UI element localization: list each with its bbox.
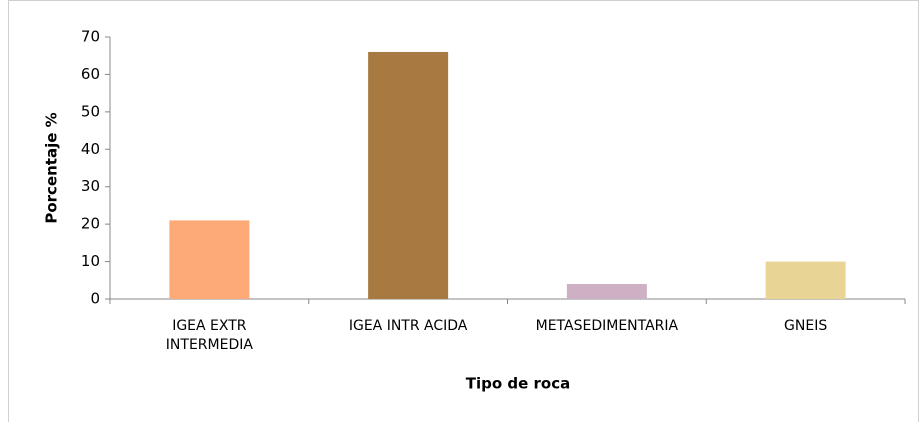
- x-axis-title: Tipo de roca: [466, 375, 571, 393]
- y-tick-label: 70: [81, 28, 100, 46]
- chart-frame: [8, 0, 919, 422]
- bar: [765, 261, 846, 299]
- x-tick-label: IGEA EXTR INTERMEDIA: [165, 318, 253, 353]
- x-tick-label: IGEA INTR ACIDA: [348, 318, 468, 334]
- y-tick-label: 60: [81, 65, 100, 83]
- y-tick-label: 50: [81, 102, 100, 120]
- y-tick-label: 0: [90, 290, 100, 308]
- bar: [368, 51, 449, 299]
- x-tick-label: GNEIS: [784, 318, 828, 334]
- y-tick-label: 10: [81, 252, 100, 270]
- bar: [169, 220, 250, 299]
- y-tick-label: 30: [81, 177, 100, 195]
- x-tick-label: METASEDIMENTARIA: [535, 318, 679, 334]
- y-tick-label: 40: [81, 140, 100, 158]
- y-tick-label: 20: [81, 215, 100, 233]
- y-axis-title: Porcentaje %: [43, 112, 61, 223]
- bar: [566, 284, 647, 299]
